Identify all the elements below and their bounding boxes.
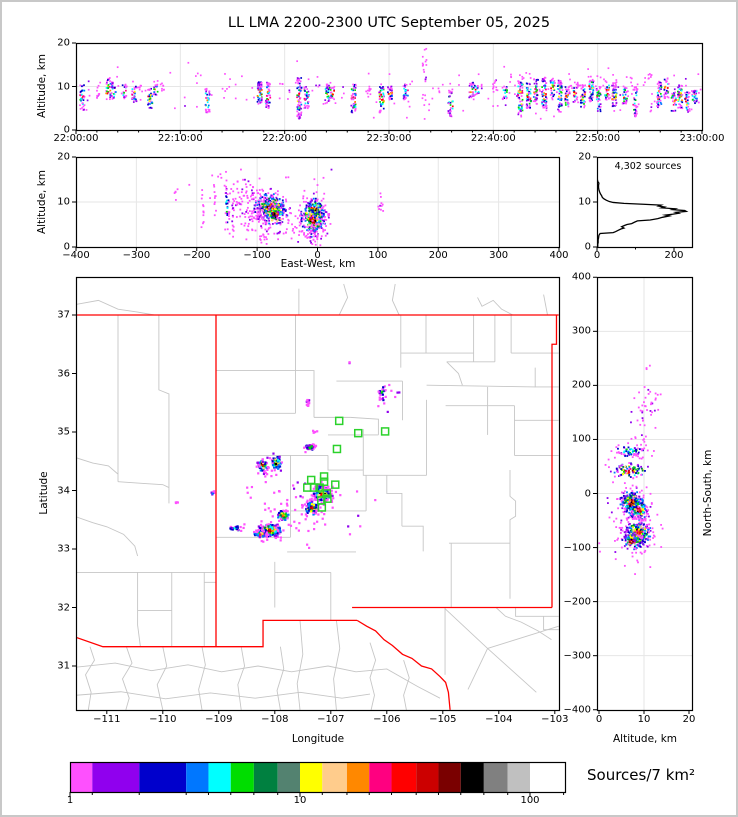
ns-axis-tick: 200 xyxy=(571,379,591,391)
longitude-axis-tick: −111 xyxy=(93,714,121,725)
ns-axis-tick: 100 xyxy=(571,433,591,445)
hist-axis-tick: 0 xyxy=(593,250,601,261)
time-axis-tick: 22:40:00 xyxy=(470,133,516,144)
ns-alt-axis-tick: 10 xyxy=(637,714,651,725)
latitude-axis-tick: 32 xyxy=(57,602,70,613)
ns-axis-tick: −100 xyxy=(563,542,591,554)
ns-alt-axis-tick: 20 xyxy=(682,714,696,725)
colorbar-label: Sources/7 km² xyxy=(587,766,696,784)
hist-axis-tick: 200 xyxy=(664,250,684,261)
latitude-axis-tick: 31 xyxy=(57,660,70,672)
ns-axis-tick: 300 xyxy=(571,325,591,337)
latitude-axis-tick: 34 xyxy=(57,485,70,496)
ns-panel-ylabel: North-South, km xyxy=(702,449,714,537)
ns-axis-tick: −300 xyxy=(563,650,591,662)
longitude-axis-tick: −108 xyxy=(261,714,289,725)
map-ylabel: Latitude xyxy=(38,471,50,515)
ew-axis-tick: 400 xyxy=(549,250,569,261)
longitude-axis-tick: −107 xyxy=(317,714,345,725)
time-axis-tick: 23:00:00 xyxy=(679,133,725,144)
longitude-axis-tick: −106 xyxy=(373,714,401,725)
altitude-axis-tick: 0 xyxy=(63,241,70,253)
altitude-axis-tick: 10 xyxy=(57,81,70,92)
ew-axis-tick: 0 xyxy=(314,250,321,261)
altitude-axis-tick: 20 xyxy=(578,151,591,163)
ns-axis-tick: −200 xyxy=(563,596,591,608)
altitude-axis-tick: 0 xyxy=(63,124,70,136)
altitude-axis-tick: 20 xyxy=(57,37,70,49)
latitude-axis-tick: 35 xyxy=(57,426,70,438)
longitude-axis-tick: −110 xyxy=(149,714,177,725)
ew-panel-xlabel: East-West, km xyxy=(280,258,356,270)
ew-axis-tick: 300 xyxy=(489,250,509,261)
longitude-axis-tick: −109 xyxy=(205,714,233,725)
altitude-axis-tick: 10 xyxy=(578,196,591,208)
map-xlabel: Longitude xyxy=(291,733,345,745)
ns-axis-tick: 0 xyxy=(584,488,591,499)
altitude-axis-tick: 0 xyxy=(584,241,591,253)
colorbar-tick: 10 xyxy=(293,795,307,806)
colorbar-tick: 1 xyxy=(66,795,74,806)
page-title: LL LMA 2200-2300 UTC September 05, 2025 xyxy=(227,15,551,31)
colorbar-tick: 100 xyxy=(520,795,540,806)
latitude-axis-tick: 37 xyxy=(57,309,70,321)
ew-panel-ylabel: Altitude, km xyxy=(36,169,48,235)
ew-axis-tick: 200 xyxy=(428,250,448,261)
ns-panel-xlabel: Altitude, km xyxy=(612,733,678,745)
latitude-axis-tick: 36 xyxy=(57,368,70,379)
ns-axis-tick: −400 xyxy=(563,704,591,716)
ew-axis-tick: −400 xyxy=(62,250,90,261)
time-axis-tick: 22:50:00 xyxy=(575,133,621,144)
time-axis-tick: 22:30:00 xyxy=(366,133,412,144)
ns-axis-tick: 400 xyxy=(571,271,591,283)
time-panel-ylabel: Altitude, km xyxy=(36,53,48,119)
ew-axis-tick: 100 xyxy=(368,250,388,261)
altitude-axis-tick: 20 xyxy=(57,151,70,163)
longitude-axis-tick: −105 xyxy=(429,714,457,725)
longitude-axis-tick: −104 xyxy=(485,714,513,725)
time-axis-tick: 22:00:00 xyxy=(53,133,99,144)
ew-axis-tick: −200 xyxy=(183,250,211,261)
time-axis-tick: 22:10:00 xyxy=(157,133,203,144)
ew-axis-tick: −300 xyxy=(122,250,151,261)
time-axis-tick: 22:20:00 xyxy=(262,133,308,144)
longitude-axis-tick: −103 xyxy=(541,714,569,725)
altitude-axis-tick: 10 xyxy=(57,196,70,208)
ns-alt-axis-tick: 0 xyxy=(595,714,603,725)
source-count-annotation: 4,302 sources xyxy=(614,161,682,172)
latitude-axis-tick: 33 xyxy=(57,543,70,555)
ew-axis-tick: −100 xyxy=(243,250,271,261)
